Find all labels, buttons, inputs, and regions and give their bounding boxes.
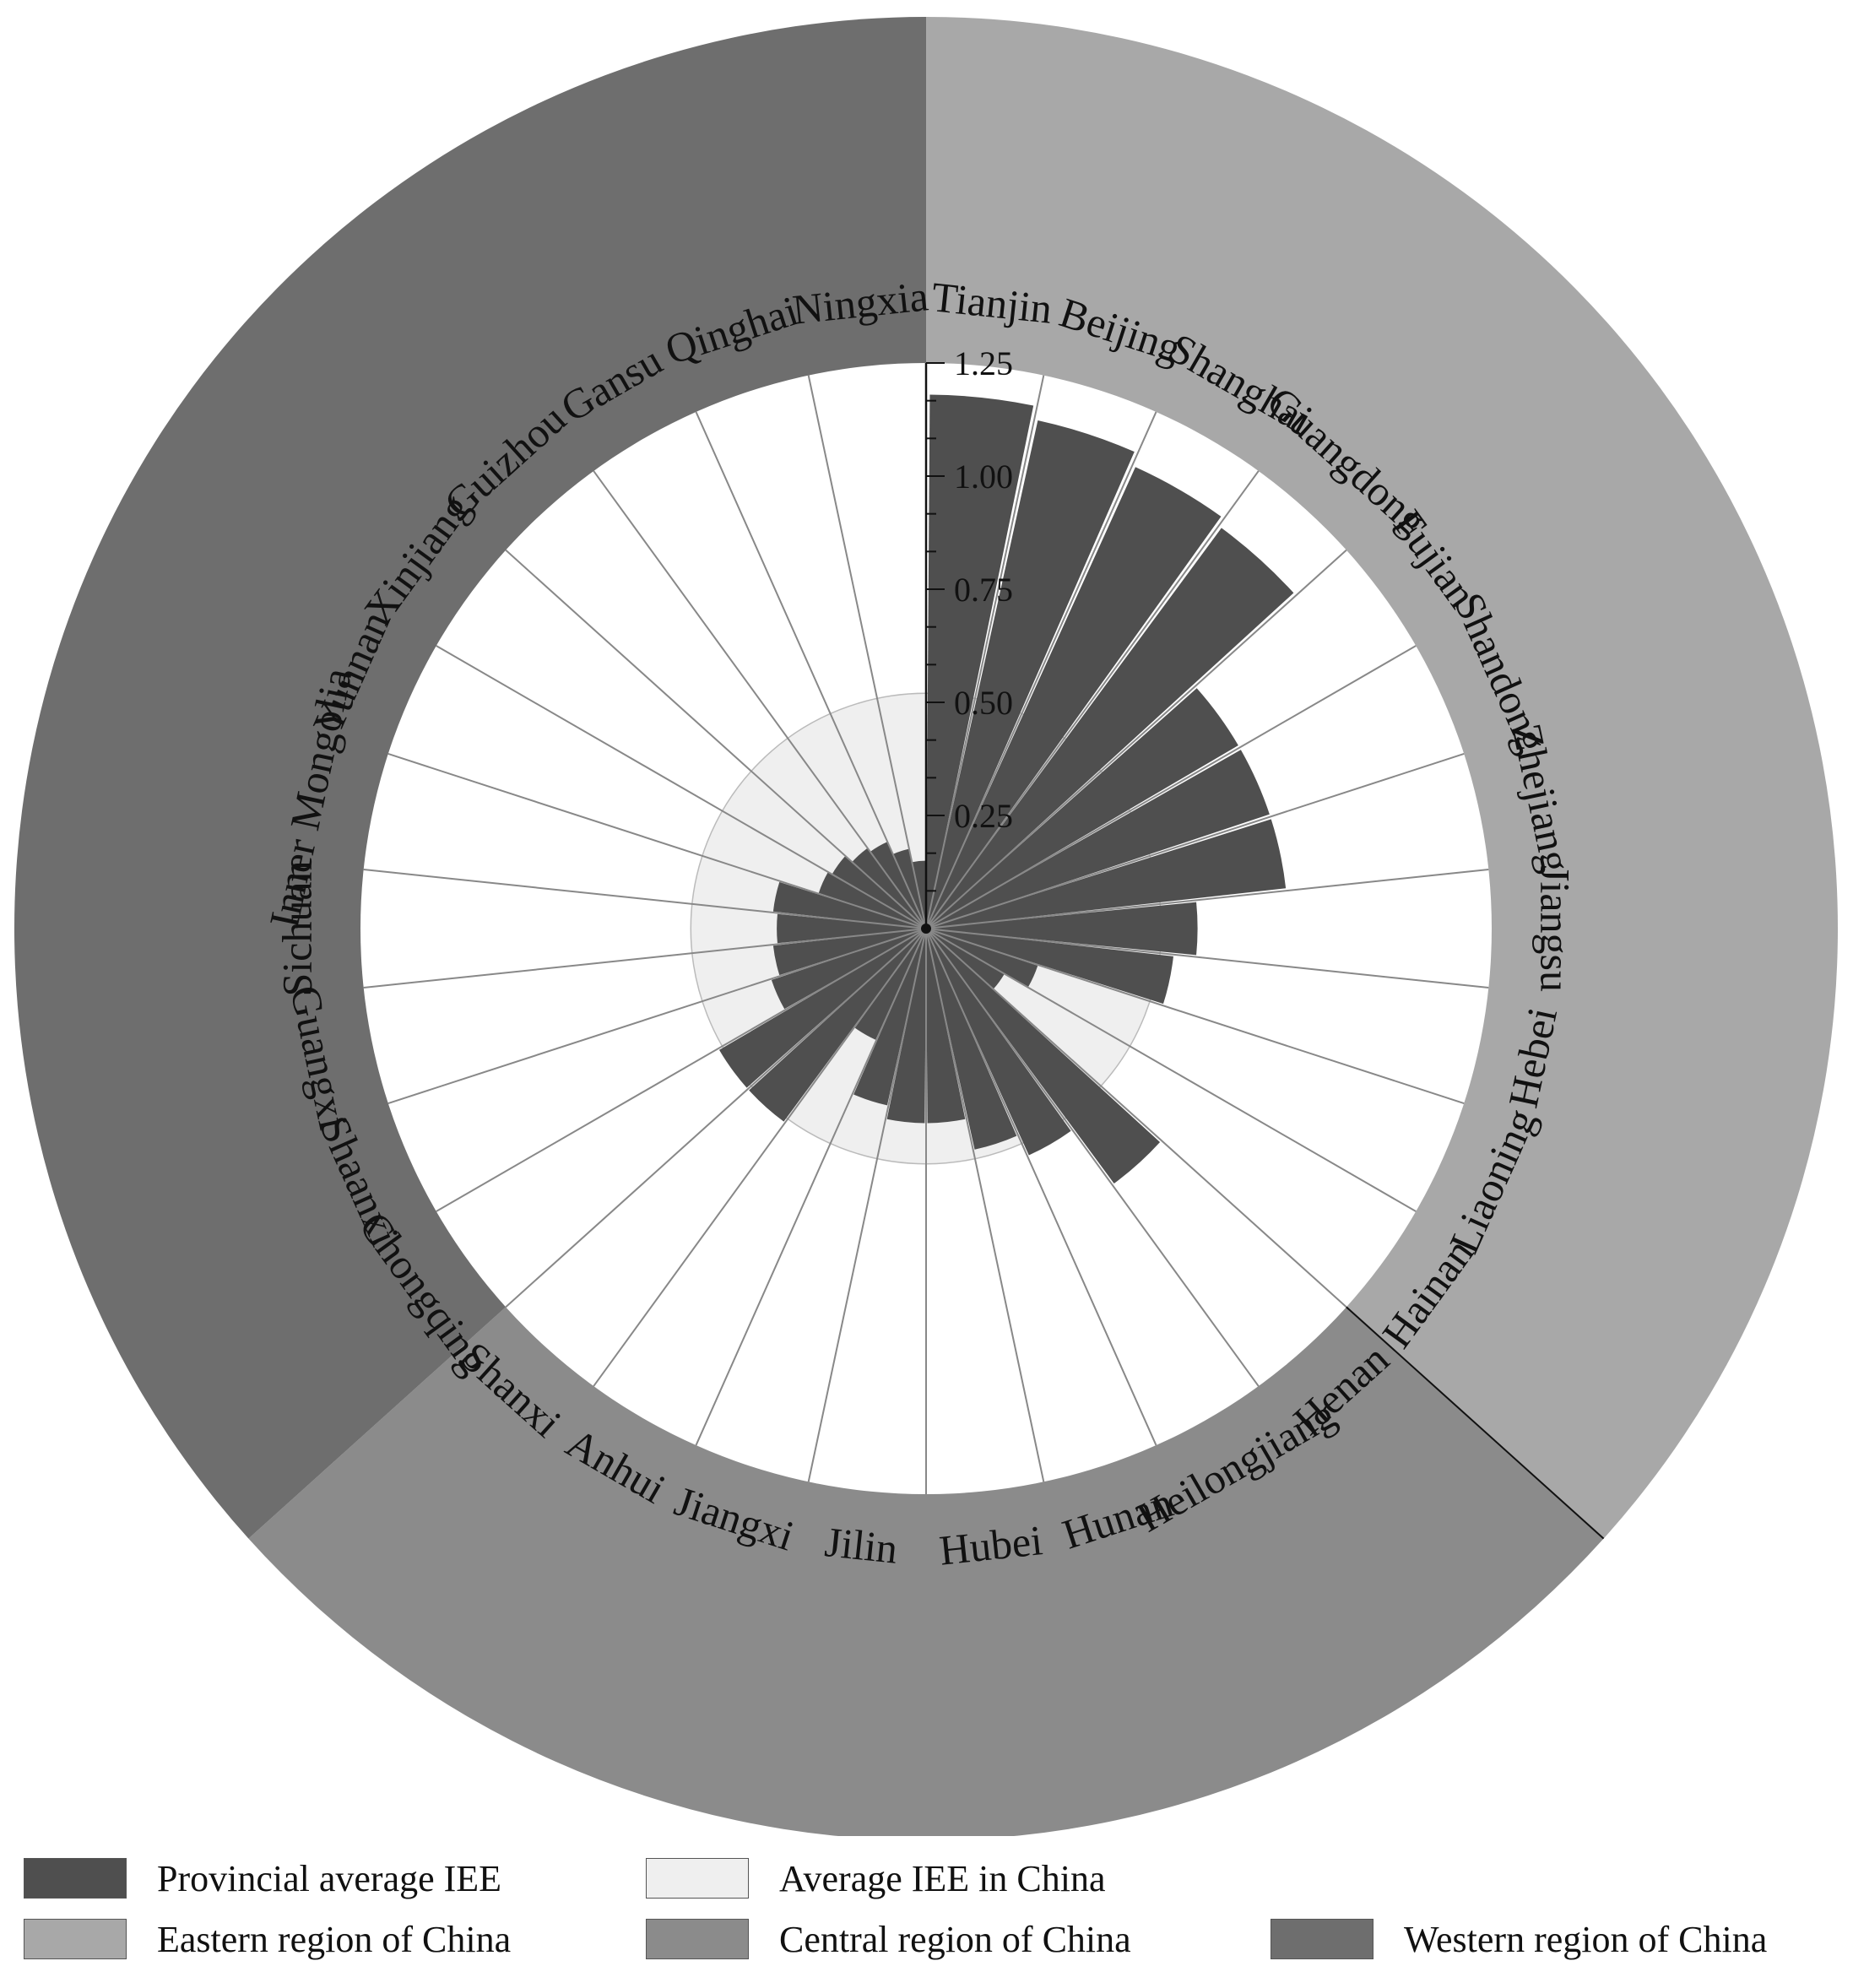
bar-fujian <box>926 688 1238 929</box>
bar-guizhou <box>852 848 926 929</box>
label-sichuan: Sichuan <box>273 860 320 996</box>
spoke <box>807 928 927 1482</box>
legend-swatch-central <box>646 1919 749 1959</box>
provincial-iee-bars <box>718 394 1294 1184</box>
spoke <box>925 375 1045 929</box>
legend-label-central: Central region of China <box>779 1918 1131 1960</box>
spoke <box>505 549 927 929</box>
spoke <box>363 928 927 989</box>
spoke <box>925 928 1045 1482</box>
bar-tianjin <box>926 394 1034 929</box>
bar-yunnan <box>818 872 926 929</box>
tick-label: 0.25 <box>954 797 1013 835</box>
bar-beijing <box>926 420 1135 929</box>
legend-item-eastern: Eastern region of China <box>24 1915 511 1963</box>
label-jiangsu: Jiangsu <box>1532 865 1579 992</box>
spoke <box>436 928 927 1212</box>
spoke <box>593 928 927 1387</box>
bar-liaoning <box>926 929 1038 987</box>
bar-zhejiang <box>926 819 1287 929</box>
spoke <box>807 375 927 929</box>
bar-guangdong <box>926 528 1294 929</box>
bar-hainan <box>926 929 1005 989</box>
legend-swatch-average <box>646 1858 749 1899</box>
label-hubei: Hubei <box>937 1516 1044 1574</box>
bar-hunan <box>926 929 1017 1150</box>
bar-shaanxi <box>771 929 926 1010</box>
legend-swatch-provincial <box>24 1858 127 1899</box>
spoke <box>505 928 927 1308</box>
bar-jiangxi <box>853 929 926 1106</box>
bar-shanxi <box>749 929 926 1122</box>
spoke <box>695 928 927 1446</box>
tick-label: 1.25 <box>954 344 1013 382</box>
spoke <box>436 645 927 929</box>
spoke <box>925 753 1465 929</box>
bar-hebei <box>926 929 1173 1005</box>
spoke <box>925 868 1489 929</box>
spoke <box>925 928 1260 1387</box>
bar-chongqing <box>718 929 926 1088</box>
tick-label: 0.75 <box>954 571 1013 609</box>
bar-sichuan <box>777 913 926 944</box>
legend-item-average: Average IEE in China <box>646 1855 1105 1902</box>
legend-swatch-western <box>1271 1919 1373 1959</box>
legend-item-central: Central region of China <box>646 1915 1131 1963</box>
legend-label-eastern: Eastern region of China <box>157 1918 512 1960</box>
legend-swatch-eastern <box>24 1919 127 1959</box>
legend-item-provincial: Provincial average IEE <box>24 1855 501 1902</box>
spoke <box>695 411 927 929</box>
bar-shandong <box>926 750 1270 929</box>
legend-label-average: Average IEE in China <box>779 1857 1106 1899</box>
bar-xinjiang <box>832 856 926 929</box>
spoke <box>387 928 927 1104</box>
tick-label: 0.50 <box>954 684 1013 722</box>
spoke <box>925 411 1157 929</box>
spoke <box>925 928 1489 989</box>
spoke <box>925 928 1465 1104</box>
spoke <box>925 645 1417 929</box>
bar-gansu <box>870 842 926 929</box>
bar-shanghai <box>926 467 1222 929</box>
spoke <box>387 753 927 929</box>
region-boundary <box>1346 1306 1605 1540</box>
radial-axis: 0.25 0.50 0.75 1.00 1.25 <box>924 344 1013 929</box>
spoke <box>593 470 927 929</box>
tick-label: 1.00 <box>954 458 1013 496</box>
spoke <box>925 470 1260 929</box>
bar-jiangsu <box>926 902 1198 956</box>
bar-heilongjiang <box>926 929 1071 1156</box>
spoke <box>925 928 1417 1212</box>
spoke <box>925 549 1347 929</box>
legend-label-western: Western region of China <box>1404 1918 1768 1960</box>
legend-item-western: Western region of China <box>1271 1915 1767 1963</box>
spoke <box>925 928 1157 1446</box>
legend-label-provincial: Provincial average IEE <box>157 1857 502 1899</box>
spoke <box>925 928 1347 1308</box>
label-jilin: Jilin <box>822 1518 900 1573</box>
bar-anhui <box>854 929 926 1040</box>
legend: Provincial average IEE Average IEE in Ch… <box>0 1836 1853 1988</box>
spoke <box>363 868 927 929</box>
sector-spokes <box>363 363 1605 1540</box>
polar-bar-chart: 0.250.500.751.001.25 Tianjin BeijingShang… <box>14 17 1839 1836</box>
bar-henan <box>926 929 1161 1184</box>
